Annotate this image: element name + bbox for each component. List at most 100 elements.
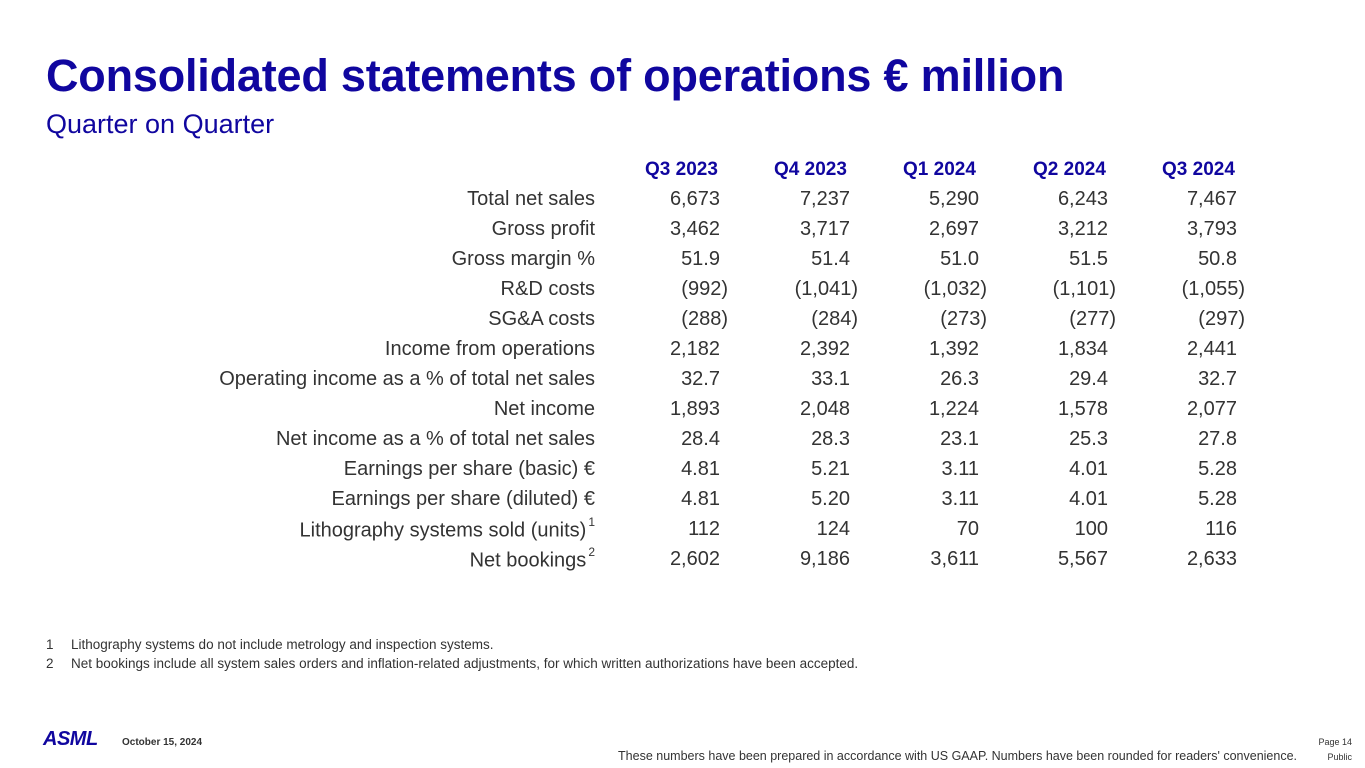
cell-value: 4.01 (1069, 458, 1108, 480)
page-subtitle: Quarter on Quarter (46, 109, 275, 139)
cell-value: 51.5 (1069, 248, 1108, 270)
footnote-marker: 2 (588, 545, 595, 559)
cell-value: (277) (1069, 308, 1116, 330)
row-label-text: Total net sales (467, 188, 595, 210)
cell-value: 5,290 (928, 188, 979, 210)
table-row: Net bookings 2 2,602 9,186 3,611 5,567 2,633 (0, 545, 1365, 575)
cell-value: 2,633 (1186, 548, 1237, 570)
cell-value: 51.4 (811, 248, 850, 270)
row-label: Net income as a % of total net sales (276, 428, 595, 451)
cell-value: 32.7 (681, 368, 720, 390)
cell-value: 50.8 (1198, 248, 1237, 270)
table-row: Income from operations 2,182 2,392 1,392 1,8… (0, 335, 1365, 365)
row-label-text: Gross profit (491, 218, 595, 240)
cell-value: 1,392 (928, 338, 979, 360)
footnote-text: Net bookings include all system sales or… (71, 656, 859, 671)
row-label-text: Gross margin % (451, 248, 595, 270)
classification-label: Public (1327, 752, 1352, 762)
table-row: Gross profit 3,462 3,717 2,697 3,212 3,793 (0, 215, 1365, 245)
cell-value: 26.3 (940, 368, 979, 390)
cell-value: 3,212 (1057, 218, 1108, 240)
column-header: Q4 2023 (774, 159, 847, 180)
cell-value: 3,793 (1186, 218, 1237, 240)
column-header: Q3 2023 (645, 159, 718, 180)
cell-value: (992) (681, 278, 728, 300)
row-label: Net income (494, 398, 595, 421)
table-row: Operating income as a % of total net sal… (0, 365, 1365, 395)
row-label: Gross margin % (452, 248, 595, 271)
footer-date: October 15, 2024 (122, 737, 203, 748)
footnote-number: 2 (46, 656, 54, 671)
row-label-text: SG&A costs (488, 308, 595, 330)
cell-value: 116 (1205, 518, 1237, 540)
cell-value: 2,441 (1186, 338, 1237, 360)
cell-value: (273) (940, 308, 987, 330)
cell-value: 1,224 (928, 398, 979, 420)
cell-value: 7,467 (1186, 188, 1237, 210)
cell-value: (1,055) (1181, 278, 1245, 300)
cell-value: 2,048 (799, 398, 850, 420)
cell-value: 7,237 (799, 188, 850, 210)
cell-value: 51.9 (681, 248, 720, 270)
row-label: Total net sales (467, 188, 595, 211)
cell-value: 1,893 (669, 398, 720, 420)
footnotes: 1 Lithography systems do not include metr… (46, 637, 858, 675)
table-row: Gross margin % 51.9 51.4 51.0 51.5 50.8 (0, 245, 1365, 275)
cell-value: 2,182 (669, 338, 720, 360)
cell-value: 28.4 (681, 428, 720, 450)
cell-value: 70 (956, 518, 979, 540)
footnote-text: Lithography systems do not include metro… (71, 637, 494, 652)
column-header: Q3 2024 (1162, 159, 1235, 180)
row-label-text: Earnings per share (diluted) € (331, 488, 595, 510)
table-row: Earnings per share (basic) € 4.81 5.21 3.11… (0, 455, 1365, 485)
page-title: Consolidated statements of operations € … (46, 50, 1065, 101)
row-label-text: Income from operations (384, 338, 595, 360)
cell-value: 9,186 (799, 548, 850, 570)
row-label-text: Operating income as a % of total net sal… (219, 368, 595, 390)
table-row: Earnings per share (diluted) € 4.81 5.20 3.… (0, 485, 1365, 515)
row-label: Income from operations (385, 338, 595, 361)
cell-value: 6,243 (1057, 188, 1108, 210)
row-label-text: Net bookings (469, 549, 587, 572)
cell-value: 1,578 (1057, 398, 1108, 420)
cell-value: 3.11 (941, 458, 979, 480)
row-label: Lithography systems sold (units) 1 (300, 515, 595, 543)
row-label: Earnings per share (diluted) € (332, 488, 595, 511)
row-label: Operating income as a % of total net sal… (219, 368, 595, 391)
row-label: Net bookings 2 (469, 545, 595, 573)
cell-value: 112 (688, 518, 720, 540)
cell-value: 2,392 (799, 338, 850, 360)
table-row: Net income as a % of total net sales 28.4… (0, 425, 1365, 455)
cell-value: 23.1 (940, 428, 979, 450)
cell-value: 29.4 (1069, 368, 1108, 390)
cell-value: (1,101) (1052, 278, 1116, 300)
footnote: 1 Lithography systems do not include metr… (46, 637, 858, 656)
table-row: Total net sales 6,673 7,237 5,290 6,243 7,467 (0, 185, 1365, 215)
table-row: R&D costs (992) (1,041) (1,032) (1,101) (1,05… (0, 275, 1365, 305)
footnote-number: 1 (46, 637, 54, 652)
cell-value: (284) (811, 308, 858, 330)
cell-value: 5.28 (1198, 458, 1237, 480)
row-label-text: Net income (493, 398, 595, 420)
row-label: Earnings per share (basic) € (344, 458, 595, 481)
table-row: SG&A costs (288) (284) (273) (277) (297) (0, 305, 1365, 335)
column-header: Q1 2024 (903, 159, 976, 180)
row-label-text: R&D costs (500, 278, 595, 300)
cell-value: 1,834 (1057, 338, 1108, 360)
footnote: 2 Net bookings include all system sales o… (46, 656, 858, 675)
cell-value: (297) (1198, 308, 1245, 330)
cell-value: 32.7 (1198, 368, 1237, 390)
row-label-text: Earnings per share (basic) € (343, 458, 595, 480)
cell-value: 100 (1074, 518, 1108, 540)
cell-value: 3.11 (941, 488, 979, 510)
footnote-marker: 1 (588, 515, 595, 529)
cell-value: 6,673 (669, 188, 720, 210)
financial-table: Total net sales 6,673 7,237 5,290 6,243 7,467… (0, 185, 1365, 575)
cell-value: 5.21 (811, 458, 850, 480)
cell-value: 2,077 (1186, 398, 1237, 420)
row-label: Gross profit (492, 218, 595, 241)
cell-value: (1,032) (923, 278, 987, 300)
cell-value: 3,462 (669, 218, 720, 240)
cell-value: 2,602 (669, 548, 720, 570)
cell-value: 3,717 (799, 218, 850, 240)
